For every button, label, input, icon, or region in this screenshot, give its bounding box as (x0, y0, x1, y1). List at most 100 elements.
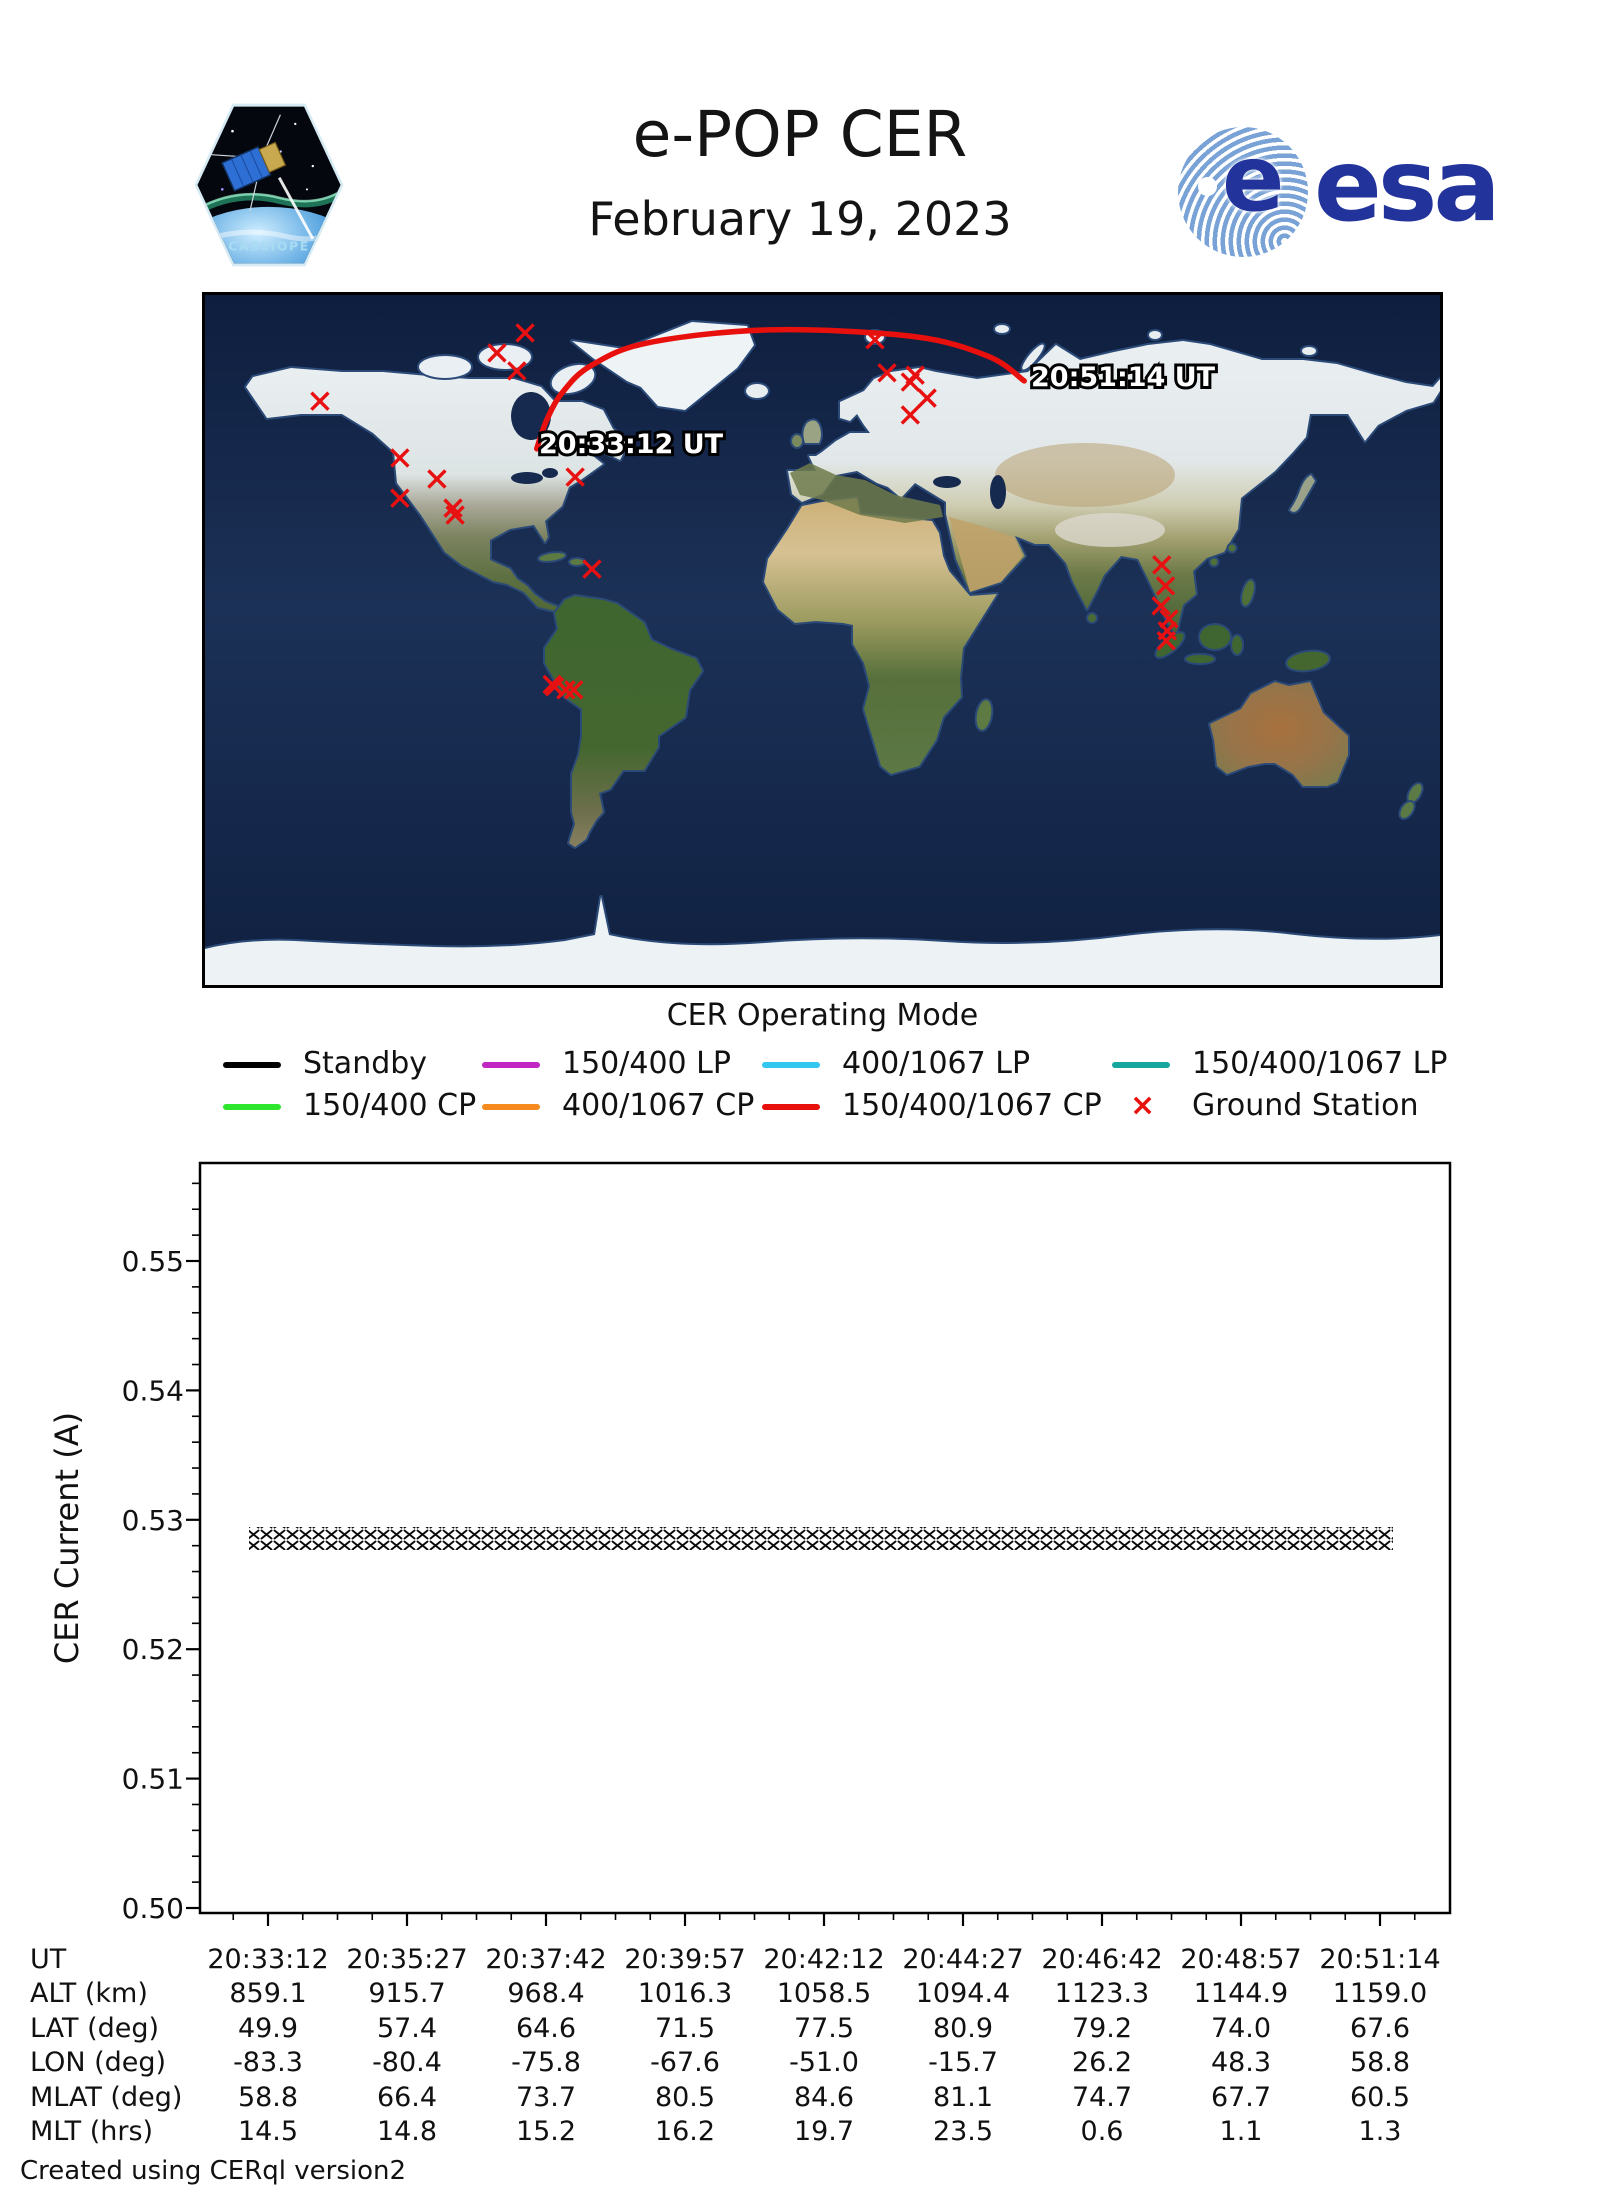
legend-item-label: 150/400 CP (303, 1088, 477, 1123)
table-row-label: LAT (deg) (30, 2013, 160, 2044)
table-cell: 1.3 (1358, 2116, 1402, 2147)
table-cell: 77.5 (793, 2013, 855, 2044)
ground-station-x-icon (900, 405, 921, 425)
ground-station-x-icon (544, 677, 565, 697)
svg-text:0.50: 0.50 (122, 1892, 184, 1925)
table-cell: 20:39:57 (624, 1944, 746, 1975)
table-cell: 26.2 (1071, 2047, 1133, 2078)
ground-station-x-icon (917, 388, 937, 408)
table-cell: -80.4 (372, 2047, 442, 2078)
legend-line-swatch (482, 1062, 540, 1068)
ground-station-x-icon (582, 559, 602, 579)
ground-station-x-icon (390, 448, 410, 468)
ground-station-x-icon (1155, 576, 1176, 596)
legend-item-label: Ground Station (1192, 1088, 1419, 1123)
legend-item-label: 150/400 LP (562, 1046, 731, 1081)
table-cell: 67.6 (1349, 2013, 1411, 2044)
table-cell: 15.2 (515, 2116, 577, 2147)
legend-line-swatch (762, 1104, 820, 1110)
plot-ticks (186, 1182, 1416, 1926)
svg-text:0.55: 0.55 (122, 1245, 184, 1278)
table-cell: -83.3 (233, 2047, 303, 2078)
table-cell: 84.6 (793, 2082, 855, 2113)
table-cell: 23.5 (932, 2116, 994, 2147)
ground-station-x-icon (556, 680, 576, 700)
table-cell: 60.5 (1349, 2082, 1411, 2113)
table-cell: 859.1 (229, 1978, 307, 2009)
table-cell: 1016.3 (637, 1978, 733, 2009)
table-cell: -67.6 (650, 2047, 720, 2078)
table-cell: 20:51:14 (1319, 1944, 1441, 1975)
ground-station-x-icon (487, 343, 507, 363)
legend-title: CER Operating Mode (666, 998, 979, 1033)
table-cell: 1144.9 (1193, 1978, 1289, 2009)
table-cell: 58.8 (1349, 2047, 1411, 2078)
table-cell: 1159.0 (1332, 1978, 1428, 2009)
table-cell: 20:44:27 (902, 1944, 1024, 1975)
table-cell: 74.7 (1071, 2082, 1133, 2113)
table-cell: 57.4 (376, 2013, 438, 2044)
table-row-label: UT (30, 1944, 67, 1975)
ground-station-x-icon (310, 391, 330, 411)
ground-station-x-icon (1151, 596, 1171, 616)
orbit-trajectory (533, 326, 1027, 452)
legend-line-swatch (482, 1104, 540, 1110)
table-cell: 1094.4 (915, 1978, 1011, 2009)
table-cell: -51.0 (789, 2047, 859, 2078)
plot-ytick-labels: 0.50 0.51 0.52 0.53 0.54 0.55 (122, 1245, 184, 1925)
table-cell: 19.7 (793, 2116, 855, 2147)
ground-station-x-icon (515, 323, 535, 343)
legend-item-label: 150/400/1067 LP (1192, 1046, 1448, 1081)
ground-station-x-icon (507, 361, 527, 381)
table-cell: 80.5 (654, 2082, 716, 2113)
table-cell: 1.1 (1219, 2116, 1263, 2147)
table-cell: 58.8 (237, 2082, 299, 2113)
table-row-label: MLAT (deg) (30, 2082, 183, 2113)
table-cell: 20:48:57 (1180, 1944, 1302, 1975)
esa-globe-icon: e (1178, 127, 1308, 257)
table-cell: 0.6 (1080, 2116, 1124, 2147)
table-cell: 67.7 (1210, 2082, 1272, 2113)
satellite-art (205, 114, 287, 212)
legend-item-label: 400/1067 CP (562, 1088, 755, 1123)
table-cell: 16.2 (654, 2116, 716, 2147)
table-cell: 79.2 (1071, 2013, 1133, 2044)
esa-wordmark: esa (1314, 127, 1501, 244)
page-title: e-POP CER (632, 98, 968, 171)
table-cell: -15.7 (928, 2047, 998, 2078)
esa-globe-dot (1198, 177, 1217, 196)
table-row-label: MLT (hrs) (30, 2116, 154, 2147)
legend-ground-station-x-icon: × (1130, 1088, 1156, 1123)
esa-globe-e: e (1222, 127, 1285, 232)
legend-item-label: 400/1067 LP (842, 1046, 1031, 1081)
world-map-svg: 20:33:12 UT 20:51:14 UT (205, 295, 1440, 985)
trajectory-start-label: 20:33:12 UT (539, 429, 724, 460)
table-cell: 20:46:42 (1041, 1944, 1163, 1975)
table-cell: 66.4 (376, 2082, 438, 2113)
cer-current-plot: 0.50 0.51 0.52 0.53 0.54 0.55 CER Current (A) (48, 1161, 1452, 1926)
legend-line-swatch (223, 1062, 281, 1068)
table-cell: 915.7 (368, 1978, 446, 2009)
world-map: 20:33:12 UT 20:51:14 UT (202, 292, 1443, 988)
cer-current-data-band (249, 1527, 1393, 1550)
ground-station-x-icon (1152, 555, 1172, 575)
ground-station-x-icon (390, 488, 410, 508)
table-cell: 20:42:12 (763, 1944, 885, 1975)
legend-line-swatch (1112, 1062, 1170, 1068)
svg-text:0.53: 0.53 (122, 1504, 184, 1537)
legend-line-swatch (762, 1062, 820, 1068)
svg-text:0.52: 0.52 (122, 1633, 184, 1666)
table-cell: 81.1 (932, 2082, 994, 2113)
aurora-arc (197, 190, 341, 216)
ground-station-x-icon (877, 363, 897, 383)
y-axis-label: CER Current (A) (48, 1412, 86, 1664)
ground-station-x-icon (1156, 631, 1176, 651)
table-cell: -75.8 (511, 2047, 581, 2078)
table-cell: 64.6 (515, 2013, 577, 2044)
trajectory-end-label: 20:51:14 UT (1031, 362, 1216, 393)
table-cell: 74.0 (1210, 2013, 1272, 2044)
table-row-label: LON (deg) (30, 2047, 167, 2078)
table-row-label: ALT (km) (30, 1978, 148, 2009)
table-cell: 968.4 (507, 1978, 585, 2009)
